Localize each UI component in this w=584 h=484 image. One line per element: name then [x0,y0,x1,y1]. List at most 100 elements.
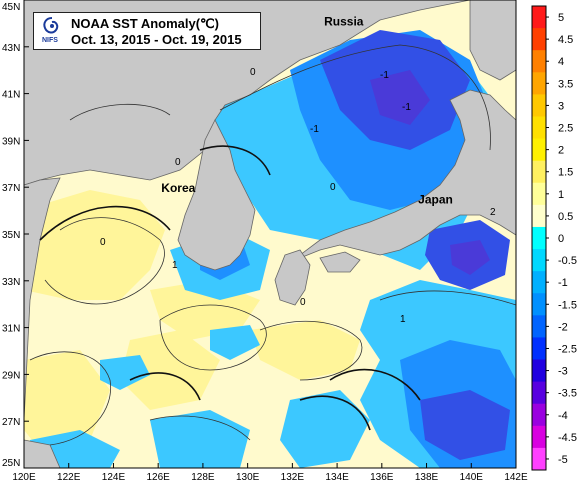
date-range: Oct. 13, 2015 - Oct. 19, 2015 [71,32,242,47]
colorbar-label: -2 [558,321,568,333]
colorbar-segment [532,94,546,117]
colorbar-segment [532,403,546,427]
colorbar-segment [532,381,546,405]
colorbar-segment [532,138,546,162]
colorbar-segment [532,6,546,29]
contour-label: 0 [330,182,336,193]
title-box: NIFS NOAA SST Anomaly(℃) Oct. 13, 2015 -… [33,12,261,50]
x-tick-label: 126E [147,472,171,483]
x-tick-label: 134E [325,472,349,483]
contour-labels: 0 0 0 0 -1 -1 1 1 2 0 -1 [100,67,496,325]
colorbar-segment [532,315,546,338]
land-japan-shikoku [319,251,361,273]
y-tick-label: 33N [2,277,20,288]
colorbar-segment [532,359,546,383]
contour-label: 0 [250,67,256,78]
y-tick-label: 41N [2,90,20,101]
contour-lines [29,44,516,446]
contour-label: -1 [310,124,319,135]
colorbar-segment [532,337,546,361]
land-taiwan [24,439,61,468]
place-label-japan: Japan [418,193,453,207]
contour-lines-bold [39,145,421,431]
land-china-coast [24,177,61,421]
map-title: NOAA SST Anomaly(℃) [71,16,219,31]
colorbar-label: 1.5 [558,167,573,179]
colorbar-segment [532,182,546,206]
colorbar-segment [532,425,546,449]
colorbar-label: 3.5 [558,78,573,90]
y-tick-label: 27N [2,417,20,428]
x-tick-label: 142E [504,472,528,483]
colorbar: 5 4.5 4 3.5 3 2.5 2 1.5 1 0.5 0 -0.5 -1 -1.5 -2 -2.5 -3 -… [531,5,577,471]
land-japan-kyushu [274,249,311,306]
land-japan-hokkaido [469,0,516,81]
contour-label: -1 [402,102,411,113]
colorbar-segment [532,271,546,294]
colorbar-label: 2.5 [558,123,573,135]
colorbar-segment [532,160,546,184]
land-japan-honshu [289,89,516,266]
place-labels: Russia Korea Japan [161,15,453,207]
colorbar-segment [532,50,546,73]
x-tick-label: 120E [12,472,36,483]
colorbar-label: 4 [558,56,564,68]
colorbar-label: -1 [558,277,568,289]
y-tick-label: 35N [2,230,20,241]
contour-label: 0 [100,237,106,248]
colorbar-label: -2.5 [558,343,577,355]
colorbar-segment [532,28,546,51]
map-plot-area: 0 0 0 0 -1 -1 1 1 2 0 -1 Russia Korea Japa… [24,0,516,468]
contour-label: 1 [400,314,406,325]
contour-label: 0 [175,157,181,168]
colorbar-segment [532,249,546,272]
y-tick-label: 37N [2,183,20,194]
colorbar-label: -4 [558,410,568,422]
x-tick-label: 132E [281,472,305,483]
colorbar-label: 0 [558,233,564,245]
colorbar-label: -5 [558,454,568,466]
nifs-logo-icon: NIFS [39,16,65,46]
contour-label: 0 [300,297,306,308]
place-label-korea: Korea [161,181,195,195]
contour-label: -1 [380,70,389,81]
colorbar-label: 1 [558,189,564,201]
colorbar-label: 4.5 [558,34,573,46]
colorbar-segment [532,293,546,316]
x-axis: 120E 122E 124E 126E 128E 130E 132E 134E 136E 138E… [12,463,528,483]
y-axis: 45N 43N 41N 39N 37N 35N 33N 31N 29N 27N 25N [2,0,29,469]
y-tick-label: 43N [2,43,20,54]
colorbar-segment [532,72,546,95]
x-tick-label: 122E [57,472,81,483]
contour-label: 2 [490,207,496,218]
x-tick-label: 138E [415,472,439,483]
colorbar-segment [532,204,546,228]
colorbar-label: 2 [558,145,564,157]
x-tick-label: 136E [370,472,394,483]
x-tick-label: 140E [460,472,484,483]
colorbar-label: 0.5 [558,211,573,223]
colorbar-segment [532,226,546,250]
colorbar-label: -3.5 [558,388,577,400]
colorbar-label: -3 [558,366,568,378]
colorbar-label: 3 [558,100,564,112]
y-tick-label: 25N [2,458,20,469]
y-tick-label: 29N [2,370,20,381]
colorbar-segment [532,447,546,471]
contour-label: 1 [172,260,178,271]
colorbar-label: -0.5 [558,255,577,267]
y-tick-label: 45N [2,2,20,13]
colorbar-segment [532,116,546,140]
x-tick-label: 124E [102,472,126,483]
land-korea [177,119,256,271]
x-tick-label: 130E [236,472,260,483]
colorbar-label: -4.5 [558,432,577,444]
cold-anomaly-deepest [370,70,490,275]
x-tick-label: 128E [191,472,215,483]
colorbar-label: 5 [558,12,564,24]
place-label-russia: Russia [324,15,364,29]
colorbar-label: -1.5 [558,299,577,311]
y-tick-label: 31N [2,324,20,335]
y-tick-label: 39N [2,136,20,147]
